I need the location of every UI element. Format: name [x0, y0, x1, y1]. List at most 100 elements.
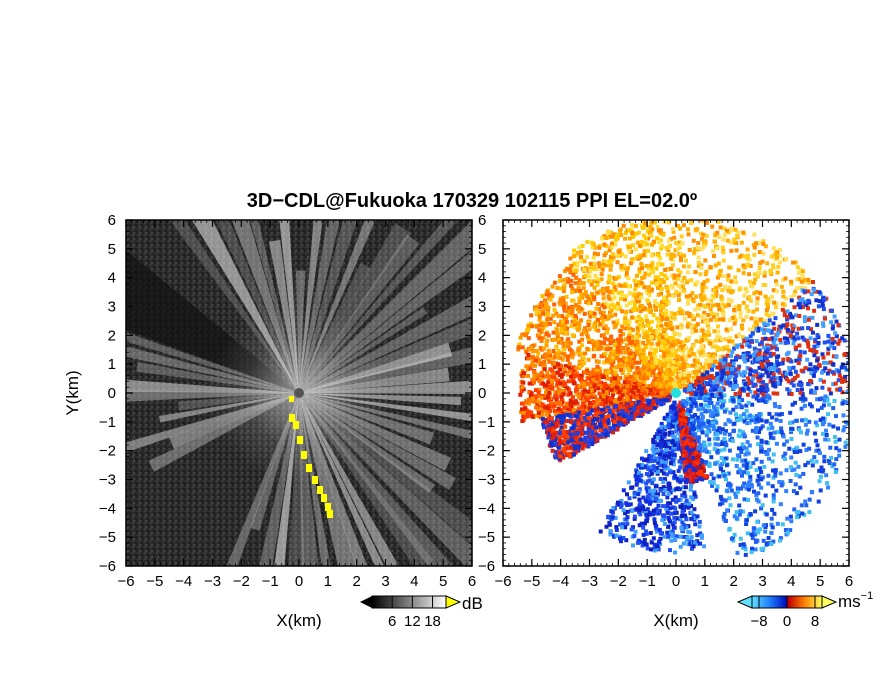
velocity-cell: [596, 433, 601, 438]
velocity-cell: [646, 466, 651, 471]
velocity-cell: [626, 245, 631, 250]
x-tick-label: 3: [381, 573, 389, 590]
velocity-cell: [666, 524, 671, 529]
velocity-cell: [594, 306, 599, 311]
velocity-cell: [605, 330, 610, 335]
velocity-cell: [632, 533, 637, 538]
velocity-cell: [607, 376, 612, 381]
velocity-cell: [623, 525, 628, 530]
velocity-cell: [571, 433, 576, 438]
velocity-cell: [652, 351, 657, 356]
velocity-cell: [651, 508, 656, 513]
velocity-cell: [555, 383, 559, 388]
velocity-cell: [588, 314, 593, 319]
velocity-cell: [535, 376, 540, 381]
velocity-cell: [650, 242, 655, 247]
velocity-cell: [665, 412, 670, 417]
velocity-cell: [691, 299, 696, 304]
velocity-cell: [658, 398, 663, 403]
velocity-cell: [702, 239, 707, 244]
left-colorbar-max-arrow: [445, 595, 462, 609]
velocity-cell: [652, 406, 657, 410]
velocity-cell: [739, 253, 744, 258]
velocity-cell: [617, 304, 622, 309]
velocity-cell: [673, 495, 678, 500]
velocity-cell: [670, 449, 675, 454]
velocity-cell: [572, 320, 576, 325]
velocity-cell: [557, 367, 562, 372]
velocity-cell: [650, 402, 655, 406]
velocity-cell: [546, 374, 551, 379]
velocity-cell: [579, 437, 583, 442]
velocity-cell: [628, 395, 633, 400]
y-tick-label: −1: [99, 414, 116, 431]
velocity-cell: [664, 322, 669, 327]
velocity-cell: [622, 318, 627, 323]
velocity-cell: [602, 360, 607, 365]
velocity-cell: [641, 376, 646, 381]
velocity-cell: [680, 241, 685, 246]
velocity-cell: [601, 263, 606, 267]
velocity-cell: [653, 381, 658, 386]
velocity-cell: [715, 348, 720, 352]
snr-yellow-cell: [301, 451, 307, 459]
velocity-cell: [587, 401, 592, 406]
velocity-cell: [605, 263, 610, 268]
velocity-cell: [733, 318, 738, 323]
velocity-cell: [699, 335, 703, 340]
velocity-cell: [646, 406, 651, 411]
velocity-cell: [744, 306, 749, 311]
velocity-cell: [628, 261, 633, 266]
velocity-cell: [702, 279, 707, 284]
velocity-cell: [665, 472, 669, 477]
velocity-cell: [686, 378, 691, 383]
x-tick-label: 0: [295, 573, 303, 590]
velocity-cell: [677, 298, 681, 302]
velocity-cell: [676, 431, 681, 436]
velocity-cell: [639, 399, 644, 404]
velocity-cell: [640, 456, 644, 461]
colorbar-tick-label: 18: [424, 613, 441, 630]
velocity-cell: [629, 365, 634, 370]
velocity-cell: [650, 447, 655, 452]
velocity-cell: [609, 387, 614, 392]
velocity-cell: [558, 302, 563, 307]
velocity-cell: [618, 383, 623, 388]
velocity-cell: [683, 513, 687, 518]
velocity-cell: [547, 427, 552, 432]
velocity-cell: [627, 338, 632, 343]
velocity-cell: [674, 338, 679, 343]
velocity-cell: [674, 350, 678, 355]
velocity-cell: [607, 522, 612, 527]
velocity-cell: [754, 290, 759, 295]
velocity-cell: [546, 435, 551, 440]
velocity-cell: [609, 297, 614, 302]
velocity-cell: [562, 388, 567, 393]
snr-yellow-cell: [317, 486, 323, 494]
velocity-cell: [757, 265, 762, 270]
velocity-cell: [750, 328, 755, 333]
velocity-cell: [681, 541, 686, 546]
velocity-cell: [664, 448, 669, 452]
velocity-cell: [623, 337, 628, 342]
velocity-cell: [733, 227, 738, 232]
velocity-cell: [577, 376, 582, 381]
right-velocity-field: [516, 220, 849, 557]
velocity-cell: [593, 327, 598, 332]
velocity-cell: [620, 409, 625, 414]
velocity-cell: [566, 451, 571, 456]
velocity-cell: [642, 465, 647, 470]
velocity-cell: [544, 355, 549, 360]
velocity-cell: [672, 442, 677, 447]
velocity-cell: [677, 310, 681, 315]
velocity-cell: [713, 338, 718, 343]
velocity-cell: [713, 233, 718, 238]
velocity-cell: [574, 325, 579, 330]
velocity-cell: [738, 315, 743, 320]
velocity-cell: [649, 233, 654, 238]
velocity-cell: [526, 367, 530, 372]
velocity-cell: [566, 339, 571, 344]
velocity-cell: [590, 291, 595, 296]
x-tick-label: 1: [324, 573, 332, 590]
velocity-cell: [592, 388, 597, 393]
